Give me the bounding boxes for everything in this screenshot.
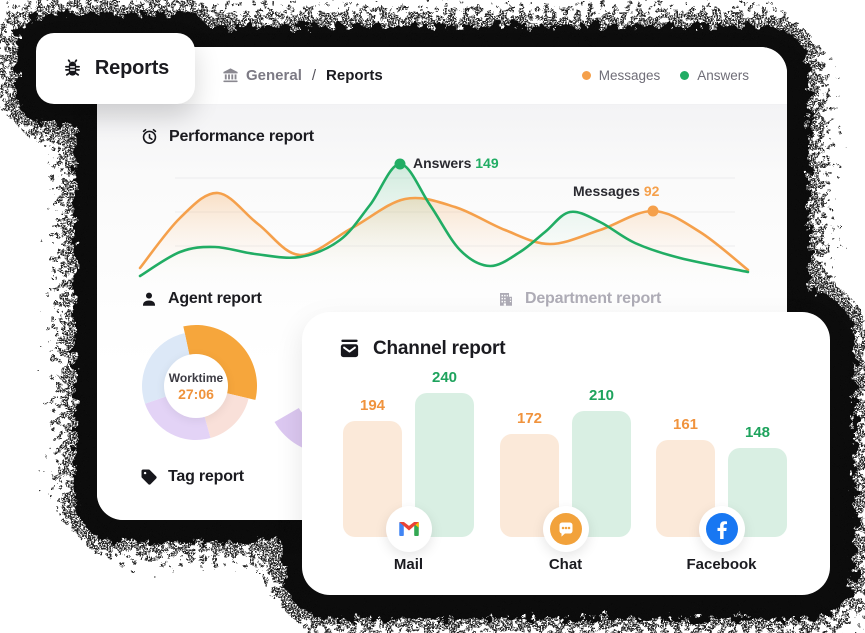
person-icon — [143, 292, 155, 306]
breadcrumb: General / Reports — [222, 67, 383, 84]
reports-chip-label: Reports — [94, 57, 170, 79]
chat-icon — [549, 513, 582, 545]
donut-slice-2 — [145, 395, 211, 440]
breadcrumb-current[interactable]: Reports — [326, 67, 383, 84]
answers-peak-annotation: Answers 149 — [413, 155, 499, 171]
performance-chart-svg — [138, 158, 750, 288]
worktime-label: Worktime — [168, 370, 224, 385]
chart-legend: Messages Answers — [581, 68, 749, 83]
facebook-channel-icon — [698, 506, 745, 552]
answers-area — [140, 164, 748, 288]
channel-report-panel: Channel report 194 240 Mail 172 210 Chat 161… — [302, 312, 830, 595]
channel-category-label: Mail — [393, 556, 424, 573]
breadcrumb-separator: / — [311, 67, 317, 84]
panel-header: General / Reports Messages Answers — [97, 47, 787, 105]
chat-channel-icon — [542, 506, 589, 552]
bug-icon — [64, 59, 80, 76]
bank-icon — [223, 68, 238, 83]
legend-item-messages[interactable]: Messages — [581, 68, 661, 83]
messages-value-label: 194 — [359, 397, 386, 414]
answers-value-label: 210 — [588, 387, 615, 404]
tag-icon — [141, 469, 157, 485]
mail-tray-icon — [340, 339, 359, 358]
messages-value-label: 172 — [516, 410, 543, 427]
worktime-value: 27:06 — [178, 385, 214, 402]
messages-value-label: 161 — [672, 416, 699, 433]
section-channel-report: Channel report — [338, 337, 506, 360]
worktime-donut-chart: Worktime 27:06 — [131, 321, 261, 451]
section-channel-label: Channel report — [373, 337, 506, 359]
donut-slice-0 — [183, 325, 257, 400]
gmail-icon — [398, 521, 419, 537]
reports-chip[interactable]: Reports — [36, 33, 195, 104]
messages-legend-label: Messages — [598, 68, 661, 83]
section-agent-label: Agent report — [168, 290, 262, 307]
answers-value-label: 148 — [744, 424, 771, 441]
answers-legend-dot — [680, 71, 690, 80]
answers-line — [138, 162, 750, 278]
mail-channel-icon — [385, 506, 432, 552]
answers-value-label: 240 — [431, 369, 458, 386]
section-performance-report[interactable]: Performance report — [140, 127, 314, 146]
channel-category-label: Facebook — [686, 556, 757, 573]
messages-peak-marker — [647, 205, 659, 217]
worktime-donut-center: Worktime 27:06 — [164, 354, 228, 418]
answers-legend-label: Answers — [697, 68, 749, 83]
section-department-report[interactable]: Department report — [497, 290, 661, 308]
facebook-icon — [705, 513, 738, 545]
section-performance-label: Performance report — [169, 127, 314, 145]
donut-slice-3 — [142, 333, 191, 404]
section-tag-label: Tag report — [168, 468, 244, 485]
section-tag-report[interactable]: Tag report — [140, 468, 244, 486]
messages-peak-annotation: Messages 92 — [573, 183, 660, 199]
legend-item-answers[interactable]: Answers — [680, 68, 749, 83]
building-icon — [500, 293, 512, 306]
alarm-clock-icon — [142, 128, 157, 145]
performance-chart: Messages 92 Answers 149 — [135, 148, 755, 288]
channel-category-label: Chat — [548, 556, 583, 573]
messages-legend-dot — [581, 71, 591, 80]
section-agent-report[interactable]: Agent report — [140, 290, 262, 308]
worktime-donut-svg — [142, 325, 257, 440]
section-department-label: Department report — [525, 290, 662, 307]
answers-peak-marker — [394, 158, 406, 170]
bar-column: 148 — [728, 424, 787, 537]
donut-slice-1 — [203, 392, 249, 439]
breadcrumb-parent[interactable]: General — [246, 67, 302, 84]
